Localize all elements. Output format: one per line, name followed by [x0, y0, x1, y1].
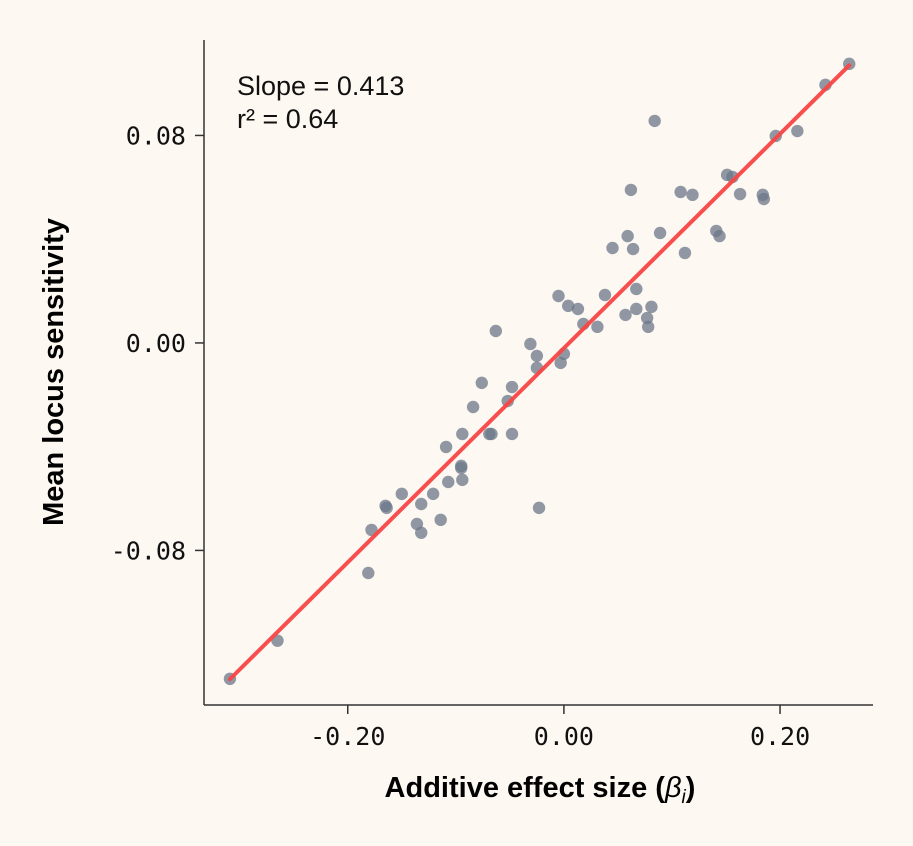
data-point — [619, 308, 632, 322]
data-point — [380, 501, 393, 515]
data-point — [456, 427, 469, 441]
y-axis-label: Mean locus sensitivity — [38, 218, 70, 526]
data-point — [434, 513, 447, 527]
data-point — [791, 124, 804, 138]
data-point — [686, 188, 699, 202]
data-point — [606, 241, 619, 255]
data-point — [591, 320, 604, 334]
data-point — [598, 288, 612, 302]
data-point — [530, 349, 544, 363]
data-point — [456, 473, 469, 487]
data-point — [415, 497, 428, 511]
data-point — [426, 487, 440, 501]
data-point — [624, 183, 638, 197]
x-axis-label-subscript: i — [682, 787, 687, 808]
data-point — [475, 376, 488, 390]
x-tick-label: 0.00 — [534, 722, 594, 751]
x-tick-label: -0.20 — [310, 722, 385, 751]
data-point — [395, 487, 408, 501]
data-point — [532, 501, 546, 515]
slope-annotation: Slope = 0.413 — [237, 71, 404, 101]
data-point — [645, 300, 658, 314]
x-axis-label: Additive effect size (βi) — [385, 772, 696, 808]
data-point — [442, 475, 455, 489]
data-point — [524, 337, 537, 351]
data-point — [674, 185, 687, 199]
data-point — [630, 282, 643, 296]
x-axis-label-text: Additive effect size ( — [385, 772, 666, 804]
y-tick-label: 0.08 — [126, 121, 186, 150]
data-point — [678, 246, 692, 260]
data-point — [362, 566, 375, 580]
data-point — [552, 289, 565, 303]
data-point — [653, 226, 667, 240]
data-point — [641, 320, 655, 334]
data-point — [626, 242, 640, 256]
x-ticks: -0.20 0.00 0.20 — [310, 705, 810, 751]
data-point — [621, 229, 634, 243]
data-point — [505, 380, 519, 394]
data-point — [648, 114, 661, 128]
data-point — [757, 192, 771, 206]
data-point — [713, 229, 726, 243]
y-ticks: -0.08 0.00 0.08 — [111, 121, 204, 565]
data-point — [455, 461, 468, 475]
points-layer — [223, 57, 856, 686]
x-tick-label: 0.20 — [750, 722, 810, 751]
y-tick-label: 0.00 — [126, 329, 186, 358]
data-point — [505, 427, 519, 441]
data-point — [466, 400, 480, 414]
data-point — [485, 427, 498, 441]
data-point — [630, 302, 643, 316]
data-point — [489, 324, 503, 338]
fit-line — [227, 63, 852, 682]
r2-annotation: r² = 0.64 — [237, 104, 338, 134]
y-tick-label: -0.08 — [111, 536, 186, 565]
data-point — [439, 440, 453, 454]
data-point — [562, 299, 575, 313]
data-point — [415, 526, 428, 539]
x-axis-label-symbol: β — [664, 772, 682, 804]
data-point — [733, 187, 747, 201]
data-point — [571, 302, 585, 316]
x-axis-label-close: ) — [686, 772, 696, 804]
